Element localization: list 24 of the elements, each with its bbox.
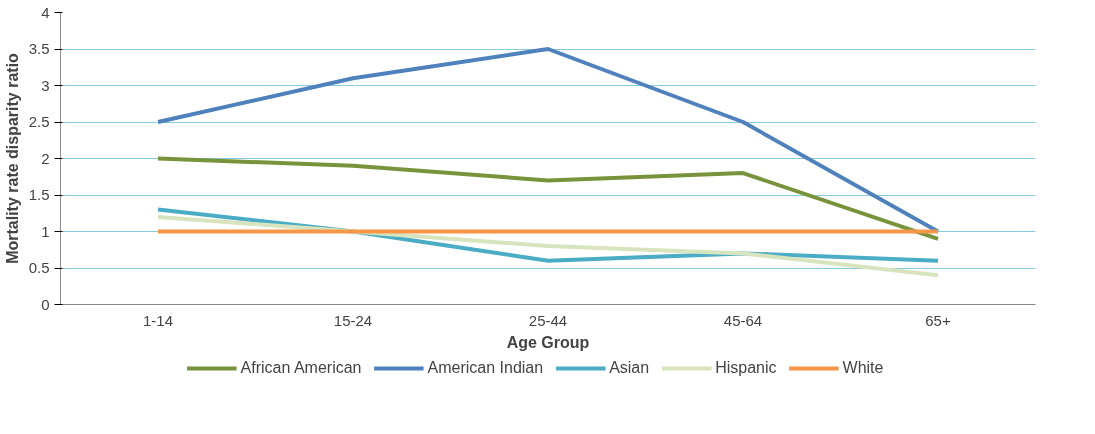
- y-tick-label: 2.5: [28, 113, 50, 130]
- line-series: [156, 214, 940, 278]
- legend-label: African American: [240, 359, 362, 377]
- legend-label: Asian: [609, 359, 650, 377]
- x-tick-label: 1-14: [142, 311, 174, 329]
- line-series: [156, 47, 940, 234]
- y-tick-label: 4: [41, 3, 50, 21]
- legend-label: Hispanic: [715, 359, 777, 377]
- y-axis-title: Mortality rate disparity ratio: [3, 52, 21, 264]
- y-tick-label: 0.5: [28, 259, 50, 276]
- x-tick-label: 45-64: [723, 311, 763, 329]
- y-tick-label: 1: [41, 222, 50, 240]
- y-tick-label: 1.5: [28, 186, 50, 203]
- y-tick-label: 3.5: [28, 40, 50, 57]
- y-tick-label: 2: [41, 149, 50, 167]
- x-tick-label: 65+: [925, 311, 951, 329]
- x-tick-label: 15-24: [333, 311, 373, 329]
- legend-label: White: [842, 359, 884, 377]
- x-axis-title: Age Group: [506, 333, 590, 351]
- legend-label: American Indian: [427, 359, 544, 377]
- x-tick-label: 25-44: [528, 311, 568, 329]
- line-series: [156, 156, 940, 241]
- y-tick-label: 3: [41, 76, 50, 94]
- y-tick-label: 0: [41, 295, 50, 313]
